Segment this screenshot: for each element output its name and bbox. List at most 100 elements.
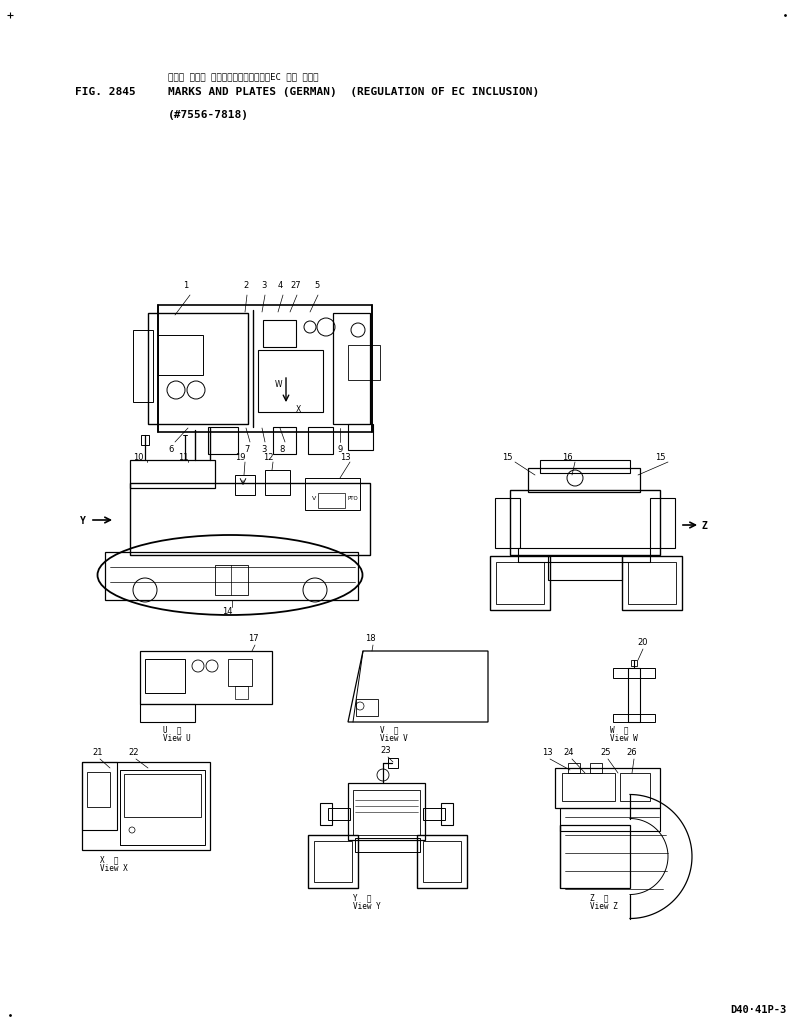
Text: 22: 22: [128, 748, 138, 757]
Text: 1: 1: [183, 281, 188, 290]
Bar: [356, 699, 378, 716]
Text: 13: 13: [542, 748, 553, 757]
Text: 18: 18: [365, 634, 375, 643]
Text: D40·41P-3: D40·41P-3: [730, 1005, 786, 1015]
Bar: [263, 320, 296, 347]
Bar: [518, 548, 650, 562]
Text: FIG. 2845: FIG. 2845: [75, 87, 136, 97]
Bar: [348, 424, 373, 450]
Bar: [631, 660, 637, 665]
Bar: [124, 774, 201, 817]
Text: マーク および プレート（ドイツ語）（EC 包含 規制）: マーク および プレート（ドイツ語）（EC 包含 規制）: [168, 72, 319, 81]
Bar: [145, 659, 185, 693]
Bar: [613, 714, 655, 722]
Text: 13: 13: [340, 453, 351, 462]
Text: 3: 3: [261, 445, 266, 454]
Text: Y: Y: [80, 516, 86, 526]
Bar: [265, 470, 290, 495]
Text: 9: 9: [337, 445, 343, 454]
Bar: [82, 762, 117, 830]
Bar: [548, 556, 622, 580]
Text: X  機: X 機: [100, 855, 118, 864]
Bar: [423, 808, 445, 820]
Bar: [495, 498, 520, 548]
Bar: [560, 825, 630, 888]
Bar: [82, 762, 210, 850]
Bar: [140, 703, 195, 722]
Text: 2: 2: [243, 281, 248, 290]
Text: 8: 8: [279, 445, 285, 454]
Text: 12: 12: [263, 453, 273, 462]
Bar: [228, 659, 252, 686]
Text: W  機: W 機: [610, 725, 629, 734]
Text: 11: 11: [178, 453, 188, 462]
Bar: [235, 476, 255, 495]
Text: View Z: View Z: [590, 902, 618, 911]
Bar: [423, 841, 461, 882]
Bar: [130, 483, 370, 555]
Bar: [120, 770, 205, 845]
Bar: [133, 330, 153, 402]
Bar: [528, 468, 640, 492]
Bar: [417, 835, 467, 888]
Bar: [320, 803, 332, 825]
Bar: [130, 460, 215, 488]
Text: View Y: View Y: [353, 902, 381, 911]
Bar: [613, 668, 655, 678]
Text: View X: View X: [100, 864, 128, 873]
Bar: [305, 478, 360, 510]
Bar: [140, 651, 272, 703]
Text: 26: 26: [626, 748, 637, 757]
Bar: [622, 556, 682, 610]
Text: Z: Z: [702, 521, 708, 531]
Bar: [333, 313, 370, 424]
Text: Y  機: Y 機: [353, 893, 371, 902]
Bar: [158, 335, 203, 375]
Text: View V: View V: [380, 734, 408, 743]
Text: X: X: [296, 405, 301, 414]
Text: 19: 19: [235, 453, 246, 462]
Bar: [258, 350, 323, 412]
Bar: [590, 763, 602, 773]
Text: 17: 17: [248, 634, 258, 643]
Bar: [560, 808, 660, 831]
Text: 24: 24: [563, 748, 573, 757]
Text: View U: View U: [163, 734, 191, 743]
Text: 6: 6: [168, 445, 173, 454]
Bar: [620, 773, 650, 801]
Bar: [87, 772, 110, 807]
Text: 25: 25: [600, 748, 611, 757]
Bar: [215, 565, 248, 595]
Text: V  機: V 機: [380, 725, 398, 734]
Bar: [141, 435, 149, 445]
Text: 4: 4: [278, 281, 283, 290]
Text: 21: 21: [92, 748, 103, 757]
Bar: [562, 773, 615, 801]
Bar: [355, 838, 420, 852]
Text: U  機: U 機: [163, 725, 181, 734]
Text: Z  機: Z 機: [590, 893, 608, 902]
Bar: [650, 498, 675, 548]
Bar: [628, 562, 676, 604]
Text: 14: 14: [222, 607, 232, 616]
Bar: [628, 668, 640, 722]
Text: 7: 7: [244, 445, 250, 454]
Text: View W: View W: [610, 734, 638, 743]
Text: 3: 3: [261, 281, 266, 290]
Bar: [441, 803, 453, 825]
Bar: [496, 562, 544, 604]
Text: 15: 15: [502, 453, 513, 462]
Bar: [314, 841, 352, 882]
Bar: [208, 427, 238, 454]
Bar: [308, 427, 333, 454]
Bar: [158, 305, 372, 432]
Bar: [348, 345, 380, 380]
Text: PTO: PTO: [348, 495, 359, 500]
Bar: [490, 556, 550, 610]
Text: 20: 20: [637, 638, 647, 647]
Bar: [555, 768, 660, 808]
Text: MARKS AND PLATES (GERMAN)  (REGULATION OF EC INCLUSION): MARKS AND PLATES (GERMAN) (REGULATION OF…: [168, 87, 539, 97]
Bar: [273, 427, 296, 454]
Text: 10: 10: [133, 453, 144, 462]
Text: (#7556-7818): (#7556-7818): [168, 110, 249, 120]
